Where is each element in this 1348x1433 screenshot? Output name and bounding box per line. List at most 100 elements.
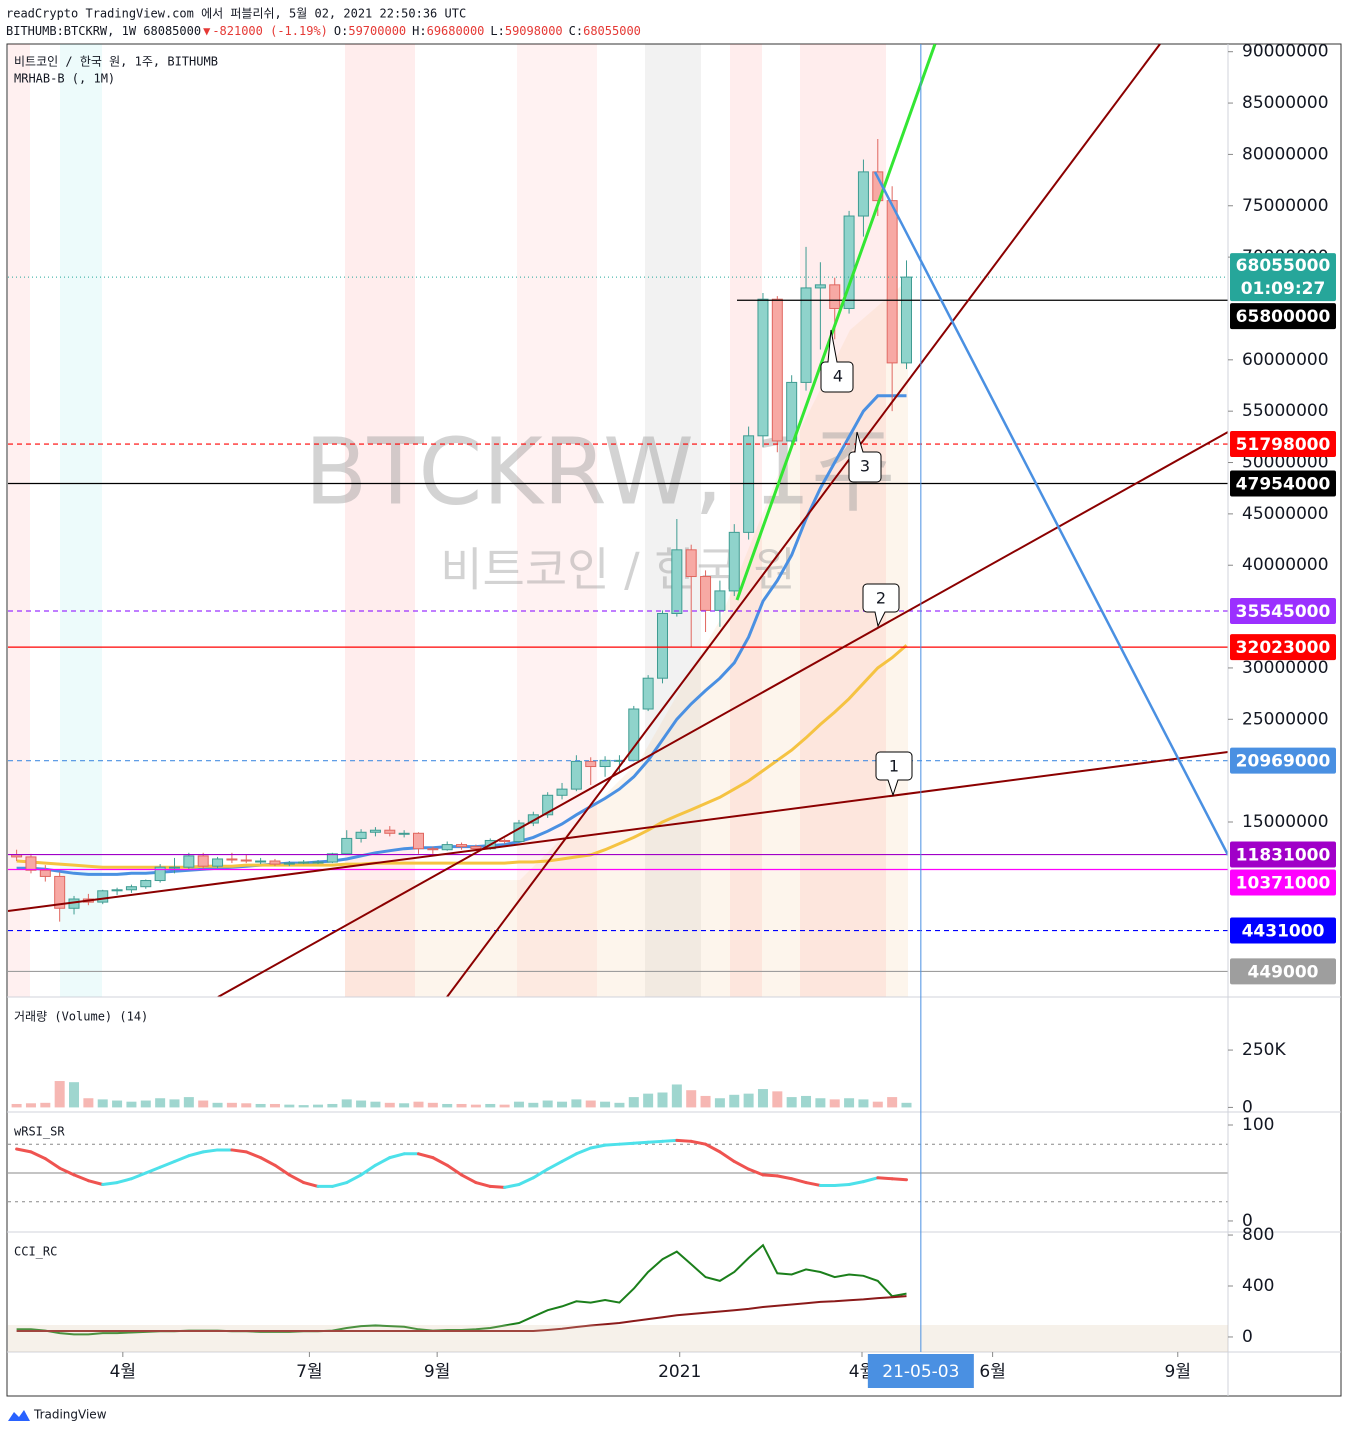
price-label-box — [1230, 869, 1336, 896]
wrsi-segment — [531, 1167, 550, 1180]
volume-bar — [442, 1103, 453, 1108]
volume-bar — [198, 1100, 209, 1108]
candle-body — [585, 760, 597, 768]
volume-title: 거래량 (Volume) (14) — [14, 1010, 148, 1024]
open-value: 59700000 — [348, 24, 406, 38]
volume-bar — [872, 1101, 883, 1108]
volume-bar — [571, 1099, 582, 1108]
candles — [8, 139, 1228, 973]
y-tick-label: 80000000 — [1242, 144, 1329, 164]
candle-body — [154, 866, 166, 882]
logo — [8, 1410, 30, 1421]
wrsi-segment — [560, 1152, 578, 1163]
volume-bar — [269, 1103, 280, 1108]
y-tick-label: 100 — [1242, 1115, 1274, 1135]
volume-bar — [427, 1102, 438, 1108]
wrsi-segment — [373, 1156, 392, 1167]
candle-body — [398, 832, 410, 835]
wrsi-segment — [273, 1163, 291, 1177]
wrsi-segment — [847, 1180, 865, 1186]
y-tick-label: 800 — [1242, 1225, 1274, 1245]
y-tick-label: 30000000 — [1242, 658, 1329, 678]
volume-bar — [513, 1101, 524, 1108]
wrsi-segment — [718, 1150, 736, 1163]
candle-body — [599, 759, 611, 768]
y-tick-label: 15000000 — [1242, 812, 1329, 832]
callout — [848, 431, 882, 483]
price-label: 11831000 — [1236, 846, 1331, 866]
volume-bar — [327, 1103, 338, 1108]
wrsi-segment — [488, 1184, 507, 1189]
wrsi-segment — [876, 1176, 894, 1181]
band — [800, 44, 886, 997]
candle-body — [570, 760, 582, 790]
close-value: 68055000 — [583, 24, 641, 38]
cci-line — [16, 1243, 907, 1336]
wrsi-segment — [804, 1181, 822, 1187]
candle-body — [140, 880, 152, 888]
wrsi-segment — [172, 1154, 191, 1163]
candle-body — [900, 276, 912, 364]
price-label-box — [1230, 253, 1336, 302]
candle-body — [255, 860, 267, 863]
volume-bar — [772, 1091, 783, 1108]
close-label: C: — [569, 24, 583, 38]
candle-body — [714, 590, 726, 611]
wrsi-segment — [144, 1165, 162, 1175]
candle-body — [786, 381, 798, 442]
volume-bar — [786, 1097, 797, 1108]
crosshair-label: 21-05-03 — [882, 1362, 959, 1382]
volume-bar — [829, 1099, 840, 1108]
callout — [820, 329, 854, 393]
y-tick-label: 0 — [1242, 1211, 1253, 1231]
volume-bar — [11, 1103, 22, 1108]
volume-bar — [628, 1097, 639, 1108]
wrsi-segment — [72, 1173, 90, 1183]
footer: TradingView — [33, 1408, 107, 1422]
wrsi-segment — [43, 1157, 62, 1170]
annotation: 2 — [876, 589, 886, 608]
volume-bar — [887, 1097, 898, 1108]
main-title: 비트코인 / 한국 원, 1주, BITHUMB — [14, 55, 218, 69]
candle-body — [671, 549, 683, 614]
candle-body — [226, 858, 238, 861]
wrsi-segment — [244, 1150, 263, 1160]
trend-line — [217, 431, 1228, 997]
wrsi-segment — [675, 1138, 693, 1143]
volume-bar — [470, 1104, 481, 1108]
annotation: 3 — [860, 457, 870, 476]
candle-body — [886, 200, 898, 364]
volume-bar — [298, 1105, 309, 1108]
cci-title: CCI_RC — [14, 1245, 57, 1259]
volume-bar — [757, 1089, 768, 1108]
volume-bar — [485, 1103, 496, 1108]
volume-bar — [557, 1101, 568, 1108]
wrsi-segment — [704, 1142, 722, 1154]
volume-bar — [313, 1104, 324, 1108]
crosshair-box — [867, 1354, 974, 1388]
x-tick-label: 9월 — [1165, 1362, 1191, 1382]
volume-bar — [456, 1103, 467, 1108]
candle-body — [269, 860, 281, 865]
annotation: 4 — [833, 367, 843, 386]
candle-body — [499, 839, 511, 843]
wrsi-segment — [732, 1159, 751, 1171]
volume-bar — [528, 1102, 539, 1108]
y-tick-label: 250K — [1242, 1040, 1286, 1060]
wrsi-segment — [603, 1142, 621, 1147]
volume-bar — [183, 1097, 194, 1108]
price-label: 51798000 — [1236, 435, 1331, 455]
axes: 1500000025000000300000004000000045000000… — [110, 42, 1336, 1388]
y-tick-label: 90000000 — [1242, 42, 1329, 62]
candle-body — [54, 875, 66, 909]
wrsi-segment — [646, 1139, 664, 1144]
wrsi-segment — [330, 1181, 349, 1188]
candle-body — [384, 829, 396, 834]
callout — [862, 583, 900, 628]
wrsi-segment — [503, 1182, 521, 1189]
volume-bar — [700, 1095, 711, 1108]
y-tick-label: 55000000 — [1242, 401, 1329, 421]
candle-body — [470, 846, 482, 850]
price-label: 20969000 — [1236, 752, 1331, 772]
